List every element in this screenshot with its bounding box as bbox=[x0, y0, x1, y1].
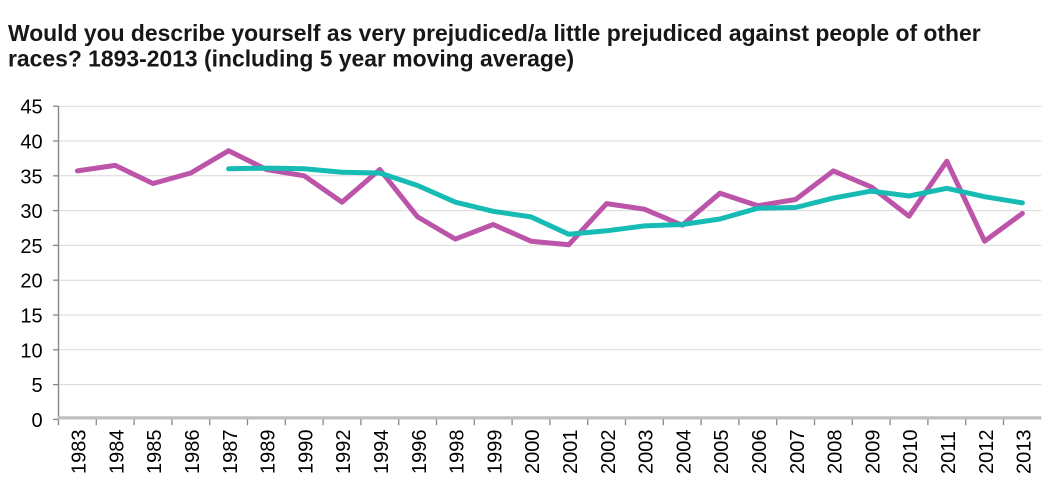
svg-text:2011: 2011 bbox=[938, 431, 960, 474]
svg-text:1987: 1987 bbox=[220, 430, 242, 475]
svg-text:2012: 2012 bbox=[976, 430, 998, 475]
svg-text:20: 20 bbox=[20, 271, 42, 293]
svg-text:1989: 1989 bbox=[258, 430, 280, 475]
svg-text:45: 45 bbox=[20, 97, 42, 119]
svg-text:1990: 1990 bbox=[295, 430, 317, 475]
svg-text:2002: 2002 bbox=[598, 430, 620, 475]
svg-text:1999: 1999 bbox=[484, 430, 506, 475]
svg-text:30: 30 bbox=[20, 201, 42, 223]
svg-text:2000: 2000 bbox=[522, 430, 544, 475]
svg-text:1996: 1996 bbox=[409, 430, 431, 475]
svg-text:35: 35 bbox=[20, 166, 42, 188]
svg-text:2009: 2009 bbox=[862, 430, 884, 475]
svg-text:1985: 1985 bbox=[144, 430, 166, 475]
svg-text:races? 1893-2013 (including 5: races? 1893-2013 (including 5 year movin… bbox=[8, 45, 574, 71]
svg-text:2001: 2001 bbox=[560, 430, 582, 475]
svg-text:1994: 1994 bbox=[371, 430, 393, 475]
svg-text:2005: 2005 bbox=[711, 430, 733, 475]
svg-text:15: 15 bbox=[20, 306, 42, 328]
svg-text:Would you describe yourself as: Would you describe yourself as very prej… bbox=[8, 20, 981, 46]
svg-text:2008: 2008 bbox=[825, 430, 847, 475]
svg-text:2007: 2007 bbox=[787, 430, 809, 475]
svg-text:2013: 2013 bbox=[1014, 430, 1036, 475]
svg-text:2006: 2006 bbox=[749, 430, 771, 475]
svg-text:0: 0 bbox=[31, 410, 42, 432]
svg-text:1986: 1986 bbox=[182, 430, 204, 475]
svg-text:40: 40 bbox=[20, 132, 42, 154]
svg-text:25: 25 bbox=[20, 236, 42, 258]
svg-text:5: 5 bbox=[31, 375, 42, 397]
svg-text:1992: 1992 bbox=[333, 430, 355, 475]
svg-text:1998: 1998 bbox=[447, 430, 469, 475]
svg-text:1984: 1984 bbox=[106, 430, 128, 475]
svg-text:2003: 2003 bbox=[636, 430, 658, 475]
svg-text:1983: 1983 bbox=[69, 430, 91, 475]
svg-text:2004: 2004 bbox=[673, 430, 695, 475]
svg-text:10: 10 bbox=[20, 340, 42, 362]
svg-text:2010: 2010 bbox=[900, 430, 922, 475]
